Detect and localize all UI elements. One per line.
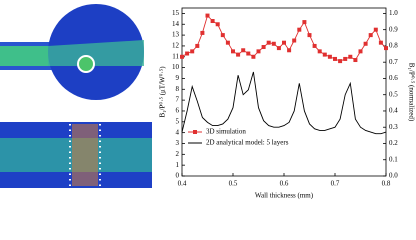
point: [261, 45, 266, 50]
series-line: [181, 71, 387, 135]
y2-tick-label: 0.1: [389, 155, 398, 163]
point: [271, 41, 276, 46]
legend-marker: [193, 130, 197, 134]
point: [241, 48, 246, 53]
sample-layers: [72, 124, 98, 186]
point: [302, 20, 307, 25]
point: [322, 52, 327, 57]
x-tick-label: 0.6: [280, 180, 289, 188]
point: [327, 54, 332, 59]
point: [276, 46, 281, 51]
y2-tick-label: 1.0: [389, 9, 398, 17]
field-band: [48, 40, 144, 66]
point: [338, 59, 343, 64]
y2-axis-label: B₁/P⁰·⁵ (normalized): [407, 63, 415, 122]
y2-tick-label: 0.9: [389, 25, 398, 33]
y2-tick-label: 0.6: [389, 74, 398, 82]
y2-tick-label: 0.5: [389, 90, 398, 98]
point: [317, 49, 322, 54]
y-tick-label: 12: [172, 42, 180, 50]
y-tick-label: 2: [176, 150, 180, 158]
legend-label: 2D analytical model: 5 layers: [206, 139, 289, 147]
point: [200, 30, 205, 35]
y2-tick-label: 0.4: [389, 107, 398, 115]
y-tick-label: 6: [176, 107, 180, 115]
point: [373, 27, 378, 32]
x-tick-label: 0.4: [178, 180, 187, 188]
y-axis-label: B₁/P⁰·⁵ (μT/W⁰·⁵): [159, 66, 167, 118]
point: [363, 41, 368, 46]
x-tick-label: 0.7: [331, 180, 340, 188]
point: [231, 49, 235, 54]
point: [246, 51, 251, 56]
point: [236, 52, 241, 57]
point: [251, 54, 256, 59]
y2-tick-label: 0.7: [389, 58, 398, 66]
y-tick-label: 13: [172, 31, 180, 39]
point: [292, 38, 297, 43]
point: [220, 33, 225, 38]
point: [384, 46, 388, 51]
point: [297, 27, 302, 32]
point: [266, 40, 271, 45]
point: [343, 56, 348, 61]
sample-ring: [77, 55, 95, 73]
point: [195, 43, 200, 48]
point: [190, 49, 195, 54]
y-tick-label: 10: [172, 63, 180, 71]
y-tick-label: 8: [176, 85, 180, 93]
x-tick-label: 0.5: [229, 180, 238, 188]
point: [307, 33, 312, 38]
point: [215, 22, 220, 27]
x-tick-label: 0.8: [382, 180, 391, 188]
point: [287, 48, 292, 53]
point: [210, 19, 215, 24]
point: [378, 40, 383, 45]
plot-frame: [181, 7, 387, 177]
point: [368, 33, 373, 38]
y2-tick-label: 0.2: [389, 139, 398, 147]
y-tick-label: 5: [176, 117, 180, 125]
point: [256, 49, 261, 54]
point: [312, 43, 317, 48]
point: [225, 40, 230, 45]
simulation-images: [0, 4, 152, 188]
y2-tick-label: 0.3: [389, 123, 398, 131]
y-tick-label: 1: [176, 161, 180, 169]
point: [180, 54, 184, 59]
y-tick-label: 0: [176, 172, 180, 180]
point: [185, 51, 190, 56]
point: [333, 56, 337, 61]
y-tick-label: 4: [176, 128, 180, 136]
y2-tick-label: 0.0: [389, 172, 398, 180]
point: [205, 13, 210, 18]
figure: Wall thickness (mm) B₁/P⁰·⁵ (μT/W⁰·⁵) B₁…: [0, 4, 415, 200]
field-band: [0, 46, 60, 66]
y-tick-label: 3: [176, 139, 180, 147]
y-tick-label: 14: [172, 20, 180, 28]
y2-tick-label: 0.8: [389, 42, 398, 50]
point: [348, 54, 353, 59]
point: [282, 40, 286, 45]
point: [353, 58, 358, 63]
x-axis-label: Wall thickness (mm): [255, 192, 314, 200]
point: [358, 49, 363, 54]
y-tick-label: 11: [172, 52, 179, 60]
y-tick-label: 9: [176, 74, 180, 82]
y-tick-label: 7: [176, 96, 180, 104]
legend-label: 3D simulation: [206, 128, 246, 136]
y-tick-label: 15: [172, 9, 180, 17]
